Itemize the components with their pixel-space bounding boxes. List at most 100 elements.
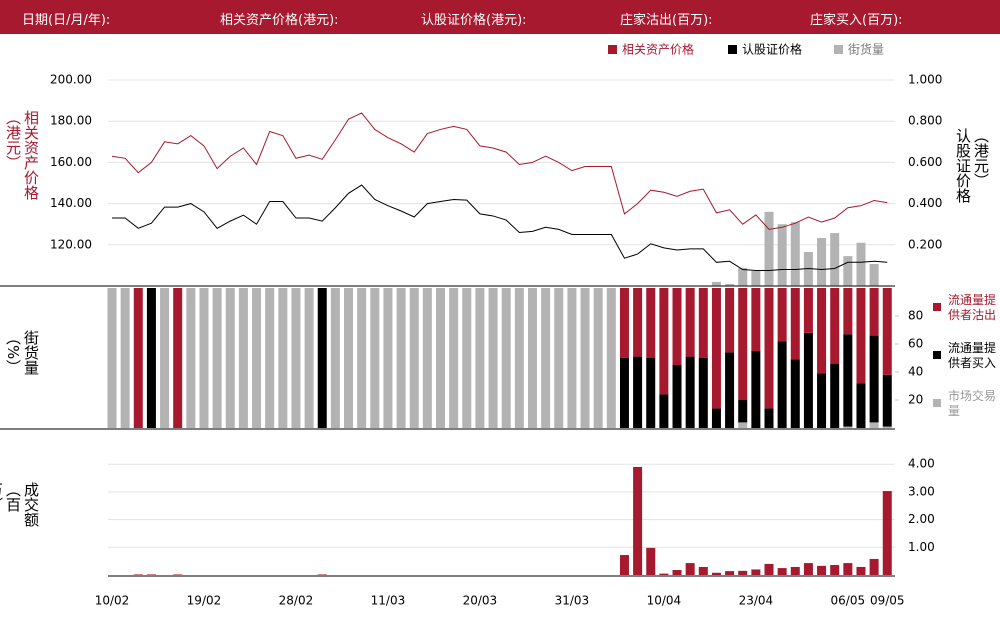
share-bar [764, 408, 774, 428]
share-bar [790, 359, 800, 428]
header-label: 日期(日/月/年): [22, 13, 111, 28]
legend-label: 街货量 [848, 42, 884, 57]
share-bar [843, 426, 853, 428]
y-tick-label: 80 [908, 309, 923, 323]
y-axis-label: 成交额（百万） [0, 482, 40, 527]
share-bar [304, 288, 314, 428]
share-bar [619, 288, 629, 358]
turnover-bar [777, 568, 787, 575]
y-axis-label: 街货量（%） [4, 330, 40, 375]
share-bar [593, 288, 603, 428]
turnover-bar [672, 570, 682, 575]
turnover-bar [133, 574, 143, 575]
share-bar [698, 358, 708, 428]
turnover-bar [698, 566, 708, 575]
y2-tick-label: 0.400 [908, 196, 942, 210]
share-bar [107, 288, 117, 428]
share-bar [685, 288, 695, 357]
share-bar [698, 288, 708, 358]
share-bar [869, 422, 879, 428]
y-tick-label: 140.00 [50, 196, 92, 210]
share-bar [803, 288, 813, 333]
share-bar [672, 288, 682, 365]
share-bar [659, 288, 669, 395]
legend-swatch [933, 351, 941, 359]
share-bar [133, 288, 143, 428]
legend-label: 认股证价格 [742, 42, 802, 57]
share-bar [830, 363, 840, 428]
share-bar [409, 288, 419, 428]
share-bar [357, 288, 367, 428]
turnover-bar [659, 573, 669, 575]
share-bar [711, 408, 721, 428]
x-tick-label: 23/04 [739, 594, 774, 608]
share-bar [514, 288, 524, 428]
y-tick-label: 3.00 [908, 484, 935, 498]
share-bar [738, 400, 748, 423]
share-bar [738, 288, 748, 400]
share-bar [330, 288, 340, 428]
share-bar [199, 288, 209, 428]
header-bar [0, 0, 1000, 34]
y-tick-label: 60 [908, 337, 923, 351]
share-bar [475, 288, 485, 428]
y-axis-label: 相关资产价格（港元） [4, 110, 40, 200]
share-bar [619, 358, 629, 428]
street-bar [751, 270, 761, 286]
share-bar [370, 288, 380, 428]
street-bar [711, 281, 721, 286]
y-tick-label: 180.00 [50, 114, 92, 128]
share-bar [856, 383, 866, 428]
share-bar [633, 356, 643, 428]
share-bar [882, 288, 892, 375]
x-tick-label: 09/05 [870, 594, 905, 608]
turnover-bar [173, 574, 183, 575]
street-bar [803, 252, 813, 286]
share-bar [317, 288, 327, 428]
share-bar [856, 288, 866, 384]
share-bar [711, 288, 721, 409]
turnover-bar [843, 563, 853, 575]
header-label: 相关资产价格(港元): [220, 13, 339, 28]
share-bar [291, 288, 301, 428]
share-bar [265, 288, 275, 428]
share-bar [777, 341, 787, 428]
share-bar [160, 288, 170, 428]
turnover-bar [725, 571, 735, 575]
share-bar [646, 288, 656, 358]
header-label: 庄家沽出(百万): [620, 13, 713, 28]
legend-swatch [608, 45, 617, 54]
turnover-bar [869, 558, 879, 575]
share-bar [843, 334, 853, 427]
legend-label: 流通量提供者沽出 [948, 293, 997, 322]
share-bar [567, 288, 577, 428]
header-label: 庄家买入(百万): [810, 13, 903, 28]
share-bar [462, 288, 472, 428]
share-bar [817, 288, 827, 374]
share-bar [344, 288, 354, 428]
turnover-bar [633, 466, 643, 575]
y2-tick-label: 0.600 [908, 155, 942, 169]
header-label: 认股证价格(港元): [421, 13, 527, 28]
share-bar [882, 426, 892, 428]
turnover-bar [711, 572, 721, 575]
share-bar [869, 288, 879, 336]
turnover-bar [619, 555, 629, 575]
share-bar [238, 288, 248, 428]
share-bar [383, 288, 393, 428]
street-bar [817, 238, 827, 286]
price-line [111, 112, 888, 230]
share-bar [803, 332, 813, 428]
share-bar [252, 288, 262, 428]
share-bar [580, 288, 590, 428]
share-bar [278, 288, 288, 428]
price-line [112, 184, 888, 272]
x-tick-label: 20/03 [463, 594, 498, 608]
share-bar [843, 288, 853, 335]
y2-tick-label: 1.000 [908, 73, 942, 87]
legend-label: 市场交易量 [948, 389, 997, 418]
share-bar [146, 288, 156, 428]
share-bar [646, 358, 656, 428]
x-tick-label: 10/02 [95, 594, 130, 608]
